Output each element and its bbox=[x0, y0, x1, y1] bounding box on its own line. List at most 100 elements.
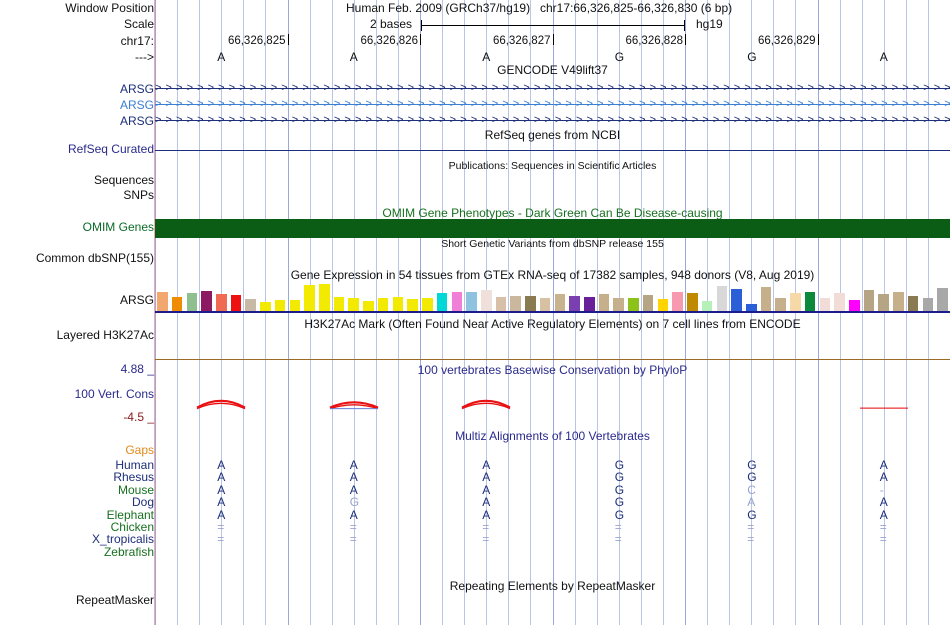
gtex-tissue-bar[interactable] bbox=[598, 294, 610, 312]
gtex-tissue-bar[interactable] bbox=[642, 295, 654, 312]
gtex-tissue-bar[interactable] bbox=[834, 293, 845, 312]
gtex-tissue-bar[interactable] bbox=[510, 296, 521, 312]
species-label-x_tropicalis[interactable]: X_tropicalis bbox=[91, 532, 154, 547]
gtex-tissue-bar[interactable] bbox=[319, 284, 330, 312]
gtex-tissue-bar[interactable] bbox=[701, 301, 713, 312]
omim-genes-label[interactable]: OMIM Genes bbox=[82, 220, 154, 234]
gtex-tissue-bar[interactable] bbox=[819, 298, 831, 312]
conservation-peak bbox=[460, 393, 512, 410]
sequences-label[interactable]: Sequences bbox=[93, 173, 154, 187]
position-text: chr17:66,326,825-66,326,830 (6 bp) bbox=[540, 1, 733, 15]
gtex-tissue-bar[interactable] bbox=[657, 299, 669, 312]
species-label-chicken[interactable]: Chicken bbox=[110, 520, 154, 534]
species-label-mouse[interactable]: Mouse bbox=[117, 482, 154, 497]
gtex-tissue-bar[interactable] bbox=[480, 290, 492, 312]
multiz-base-gap: = bbox=[879, 532, 887, 547]
gtex-tissue-bar[interactable] bbox=[849, 300, 860, 312]
gtex-tissue-bar[interactable] bbox=[863, 290, 875, 312]
gtex-tissue-bar[interactable] bbox=[348, 298, 360, 312]
gtex-tissue-bar[interactable] bbox=[377, 298, 389, 312]
gtex-tissue-bar[interactable] bbox=[878, 294, 890, 312]
species-label-elephant[interactable]: Elephant bbox=[106, 507, 154, 522]
conservation-track-label[interactable]: 100 Vert. Cons bbox=[74, 387, 154, 401]
gtex-tissue-bar[interactable] bbox=[790, 293, 801, 312]
gtex-tissue-bar[interactable] bbox=[407, 299, 418, 312]
gtex-tissue-bar[interactable] bbox=[245, 299, 256, 312]
multiz-base-A: A bbox=[482, 482, 491, 497]
multiz-base-A: A bbox=[349, 482, 358, 497]
gtex-tissue-bar[interactable] bbox=[745, 304, 757, 312]
snps-label[interactable]: SNPs bbox=[123, 188, 154, 202]
gtex-tissue-bar[interactable] bbox=[775, 298, 786, 312]
gtex-tissue-bar[interactable] bbox=[672, 292, 683, 312]
gtex-tissue-bar[interactable] bbox=[628, 298, 639, 312]
species-label-human[interactable]: Human bbox=[115, 458, 154, 472]
strand-arrow-icon: >>>>>>>>>>>>>>>>>>>>>>>>>>>>>>>>>>>>>>>>… bbox=[155, 98, 950, 110]
gtex-tissue-bar[interactable] bbox=[687, 293, 698, 312]
gtex-tissue-bar[interactable] bbox=[525, 296, 536, 312]
gtex-tissue-bar[interactable] bbox=[466, 292, 477, 312]
gtex-tissue-bar[interactable] bbox=[539, 298, 551, 312]
gtex-gene-label[interactable]: ARSG bbox=[119, 293, 154, 307]
gtex-tissue-bar[interactable] bbox=[554, 294, 566, 312]
omim-gene-block[interactable] bbox=[155, 219, 950, 238]
multiz-base-gap: = bbox=[349, 532, 357, 547]
gencode-gene-label[interactable]: ARSG bbox=[119, 98, 154, 112]
gtex-tissue-bar[interactable] bbox=[922, 298, 934, 312]
gtex-tissue-bar[interactable] bbox=[804, 292, 816, 312]
publications-track-title: Publications: Sequences in Scientific Ar… bbox=[448, 160, 657, 172]
multiz-base-G: G bbox=[747, 458, 757, 472]
ruler-tick bbox=[552, 34, 554, 45]
gtex-tissue-bar[interactable] bbox=[304, 285, 315, 312]
repeatmasker-label[interactable]: RepeatMasker bbox=[75, 593, 154, 607]
gtex-tissue-bar[interactable] bbox=[260, 302, 271, 312]
multiz-base-A: A bbox=[482, 507, 491, 522]
gencode-transcript-row[interactable]: >>>>>>>>>>>>>>>>>>>>>>>>>>>>>>>>>>>>>>>>… bbox=[155, 82, 950, 95]
ruler-tick bbox=[817, 34, 819, 45]
gtex-tissue-bar[interactable] bbox=[937, 288, 948, 312]
gtex-tissue-bar[interactable] bbox=[451, 292, 463, 312]
gtex-tissue-bar[interactable] bbox=[893, 292, 904, 312]
gtex-tissue-bar[interactable] bbox=[215, 294, 227, 312]
species-label-rhesus[interactable]: Rhesus bbox=[113, 470, 154, 485]
gtex-tissue-bar[interactable] bbox=[613, 298, 625, 312]
gencode-gene-label[interactable]: ARSG bbox=[119, 82, 154, 96]
gtex-tissue-bar[interactable] bbox=[157, 292, 168, 312]
gtex-tissue-bar[interactable] bbox=[436, 293, 448, 312]
gtex-expression-barchart[interactable] bbox=[155, 281, 950, 312]
refseq-track-title: RefSeq genes from NCBI bbox=[484, 128, 621, 142]
gtex-tissue-bar[interactable] bbox=[171, 297, 183, 312]
species-label-zebrafish[interactable]: Zebrafish bbox=[103, 544, 154, 559]
gtex-tissue-bar[interactable] bbox=[716, 286, 728, 312]
gtex-tissue-bar[interactable] bbox=[186, 293, 198, 312]
gtex-tissue-bar[interactable] bbox=[333, 297, 345, 312]
gtex-tissue-bar[interactable] bbox=[201, 291, 212, 312]
gtex-tissue-bar[interactable] bbox=[289, 300, 301, 312]
assembly-text: Human Feb. 2009 (GRCh37/hg19) bbox=[346, 1, 531, 15]
gtex-tissue-bar[interactable] bbox=[760, 287, 772, 312]
common-dbsnp-label[interactable]: Common dbSNP(155) bbox=[35, 251, 154, 265]
gtex-tissue-bar[interactable] bbox=[495, 297, 507, 312]
gtex-tissue-bar[interactable] bbox=[392, 297, 404, 312]
gtex-tissue-bar[interactable] bbox=[422, 298, 433, 312]
multiz-base-G: G bbox=[614, 470, 625, 485]
chromosome-label: chr17: bbox=[120, 34, 154, 48]
gencode-track-title: GENCODE V49lift37 bbox=[497, 63, 608, 77]
gtex-tissue-bar[interactable] bbox=[363, 301, 374, 312]
gaps-label[interactable]: Gaps bbox=[125, 443, 154, 457]
gtex-tissue-bar[interactable] bbox=[907, 296, 919, 312]
layered-h3k27ac-label[interactable]: Layered H3K27Ac bbox=[56, 328, 154, 342]
gtex-tissue-bar[interactable] bbox=[731, 289, 742, 312]
ruler-tick bbox=[287, 34, 289, 45]
gtex-tissue-bar[interactable] bbox=[569, 296, 580, 312]
window-position-label: Window Position bbox=[65, 1, 154, 15]
gtex-tissue-bar[interactable] bbox=[230, 295, 242, 312]
refseq-curated-label[interactable]: RefSeq Curated bbox=[67, 142, 154, 156]
gtex-tissue-bar[interactable] bbox=[274, 300, 286, 312]
gencode-transcript-row[interactable]: >>>>>>>>>>>>>>>>>>>>>>>>>>>>>>>>>>>>>>>>… bbox=[155, 114, 950, 127]
gencode-transcript-row[interactable]: >>>>>>>>>>>>>>>>>>>>>>>>>>>>>>>>>>>>>>>>… bbox=[155, 98, 950, 111]
gtex-tissue-bar[interactable] bbox=[584, 297, 595, 312]
species-label-dog[interactable]: Dog bbox=[131, 495, 154, 510]
ruler-coordinate-label: 66,326,829 bbox=[757, 35, 816, 47]
gencode-gene-label[interactable]: ARSG bbox=[119, 114, 154, 128]
